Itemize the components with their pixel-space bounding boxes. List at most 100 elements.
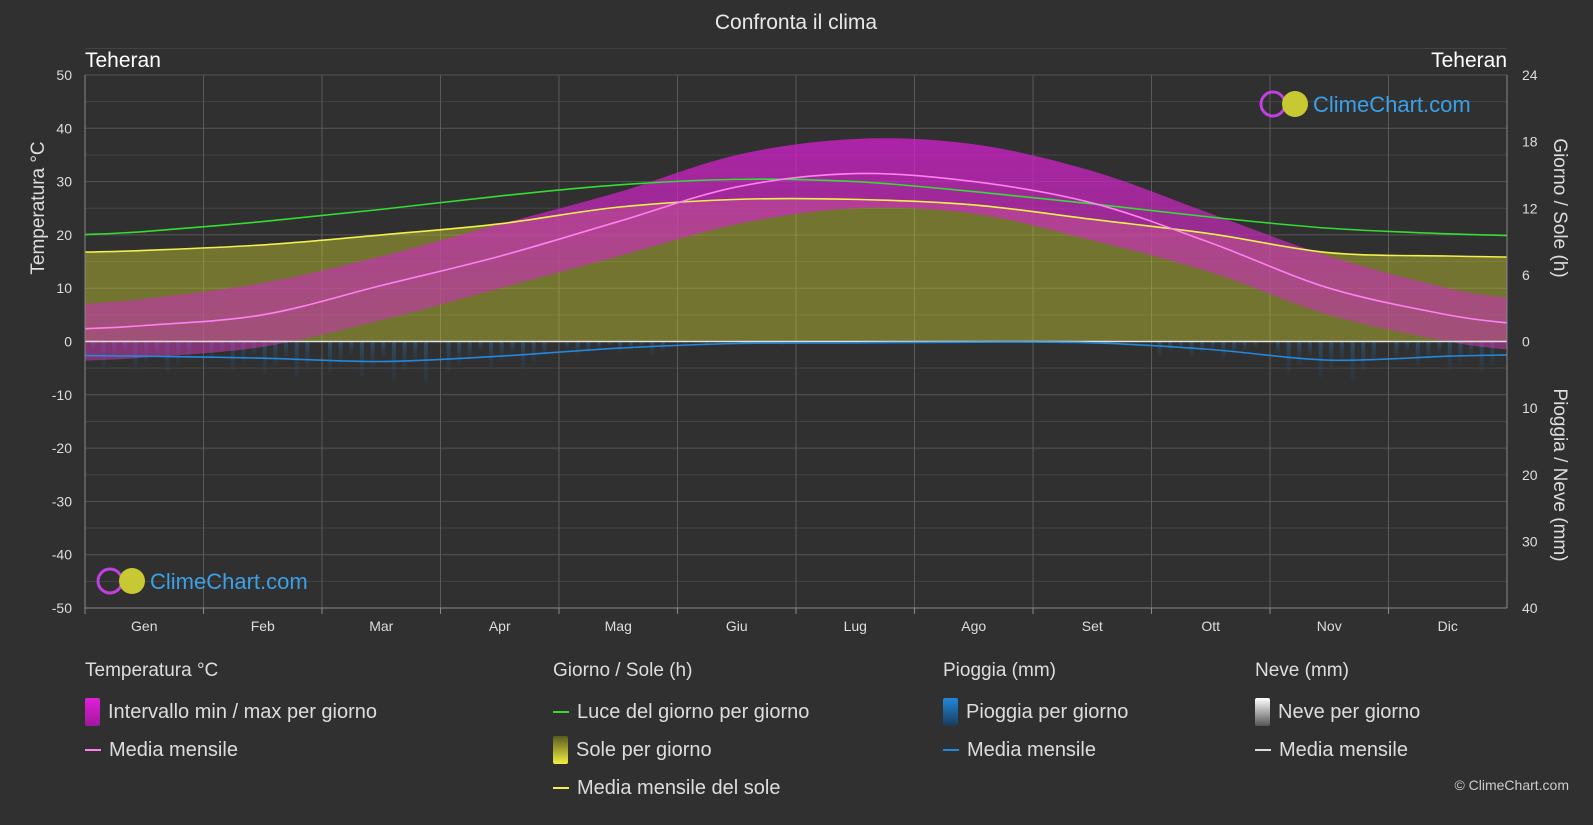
legend-item: Luce del giorno per giorno [553,693,809,731]
rain-bar [359,341,364,377]
series-lines [84,172,1508,363]
logo-sun-icon [119,568,145,594]
left-tick-label: 40 [56,120,72,136]
rain-bar [1339,341,1344,359]
left-tick-label: -30 [52,493,72,509]
rain-bar [1469,341,1474,356]
rain-bar [1189,341,1194,357]
legend-rain: Pioggia (mm) Pioggia per giorno Media me… [943,660,1128,769]
rain-bar [1405,341,1410,351]
watermark-text: ClimeChart.com [1313,92,1471,117]
rain-bar [1297,341,1302,366]
rain-bar [639,341,644,347]
rain-bar [1253,341,1258,347]
legend-item: Neve per giorno [1255,693,1420,731]
left-tick-label: 30 [56,174,72,190]
month-label: Lug [844,618,867,634]
right-tick-label: 18 [1522,134,1538,150]
month-label: Apr [489,618,511,634]
rain-bar [1210,341,1215,349]
legend-item: Media mensile [85,731,377,769]
left-tick-label: 20 [56,227,72,243]
sunshine-swatch [553,736,568,764]
right-tick-label: 24 [1522,67,1538,83]
rain-bar [1242,341,1247,351]
right-tick-label: 40 [1522,600,1538,616]
rain-bar [370,341,375,367]
rain-bar [1371,341,1376,363]
left-tick-label: -20 [52,440,72,456]
rain-bar [230,341,235,371]
rain-bar [542,341,547,356]
watermark-top: ClimeChart.com [1259,90,1471,118]
rain-bar [1329,341,1334,369]
rain-bar [1458,341,1463,363]
legend-day-sun: Giorno / Sole (h) Luce del giorno per gi… [553,660,809,807]
rain-bar [531,341,536,363]
chart-title: Confronta il clima [715,11,878,34]
month-label: Nov [1317,618,1342,634]
rain-bars [91,341,1495,384]
rain-bar [575,341,580,356]
rain-bar [683,341,688,345]
month-label: Dic [1438,618,1458,634]
watermark-text: ClimeChart.com [150,569,308,594]
right-axis-bottom-label: Pioggia / Neve (mm) [1549,388,1570,561]
rain-bar [607,341,612,346]
temp-range-swatch [85,698,100,726]
right-tick-label: 20 [1522,467,1538,483]
rain-bar [565,341,569,348]
legend-title: Giorno / Sole (h) [553,660,693,681]
right-axis-top-label: Giorno / Sole (h) [1549,138,1570,277]
temp-mean-swatch [85,749,101,751]
rain-bar [328,341,332,374]
right-tick-label: 12 [1522,200,1538,216]
legend-item: Pioggia per giorno [943,693,1128,731]
rain-bar [1232,341,1237,355]
right-tick-label: 30 [1522,533,1538,549]
rain-bar [457,341,462,365]
left-tick-label: 10 [56,280,72,296]
rain-bar [1490,341,1495,365]
left-tick-label: 0 [64,334,72,350]
legend-item: Intervallo min / max per giorno [85,693,377,731]
rain-bar [478,341,483,351]
rain-bar [1350,341,1355,381]
temp-range-fill [85,138,1507,361]
temp-mean-line [84,172,1508,330]
legend-snow: Neve (mm) Neve per giorno Media mensile [1255,660,1420,769]
rain-bar [499,341,504,361]
rain-bar [1200,341,1205,353]
rain-bar [650,341,655,355]
temperature-range-band [85,138,1507,361]
right-city-label: Teheran [1431,49,1507,72]
climate-chart: Confronta il clima Teheran Teheran 50 40 3… [28,11,1570,634]
month-label: Feb [251,618,275,634]
rain-bar [586,341,591,353]
rain-bar [423,341,428,384]
rain-bar [1394,341,1399,358]
rain-bar [715,341,720,345]
month-label: Ott [1201,618,1220,634]
rain-mean-swatch [943,749,959,751]
rain-bar [694,341,699,344]
legend-item: Media mensile [943,731,1128,769]
copyright: © ClimeChart.com [1454,777,1569,793]
rain-mean-line [84,341,1508,363]
rain-bar [381,341,386,357]
rain-bar [1479,341,1484,373]
month-label: Gen [131,618,157,634]
daylight-line [84,178,1508,237]
left-city-label: Teheran [85,49,161,72]
rain-bar [1276,341,1280,353]
right-tick-label: 10 [1522,400,1538,416]
month-label: Mar [369,618,393,634]
rain-bar [1157,341,1162,356]
legend-temperature: Temperatura °C Intervallo min / max per … [85,660,377,769]
logo-ring-icon [1259,90,1287,118]
left-tick-label: -10 [52,387,72,403]
month-label: Set [1082,618,1103,634]
logo-sun-icon [1282,91,1308,117]
rain-bar [1426,341,1431,361]
right-tick-label: 6 [1522,267,1530,283]
